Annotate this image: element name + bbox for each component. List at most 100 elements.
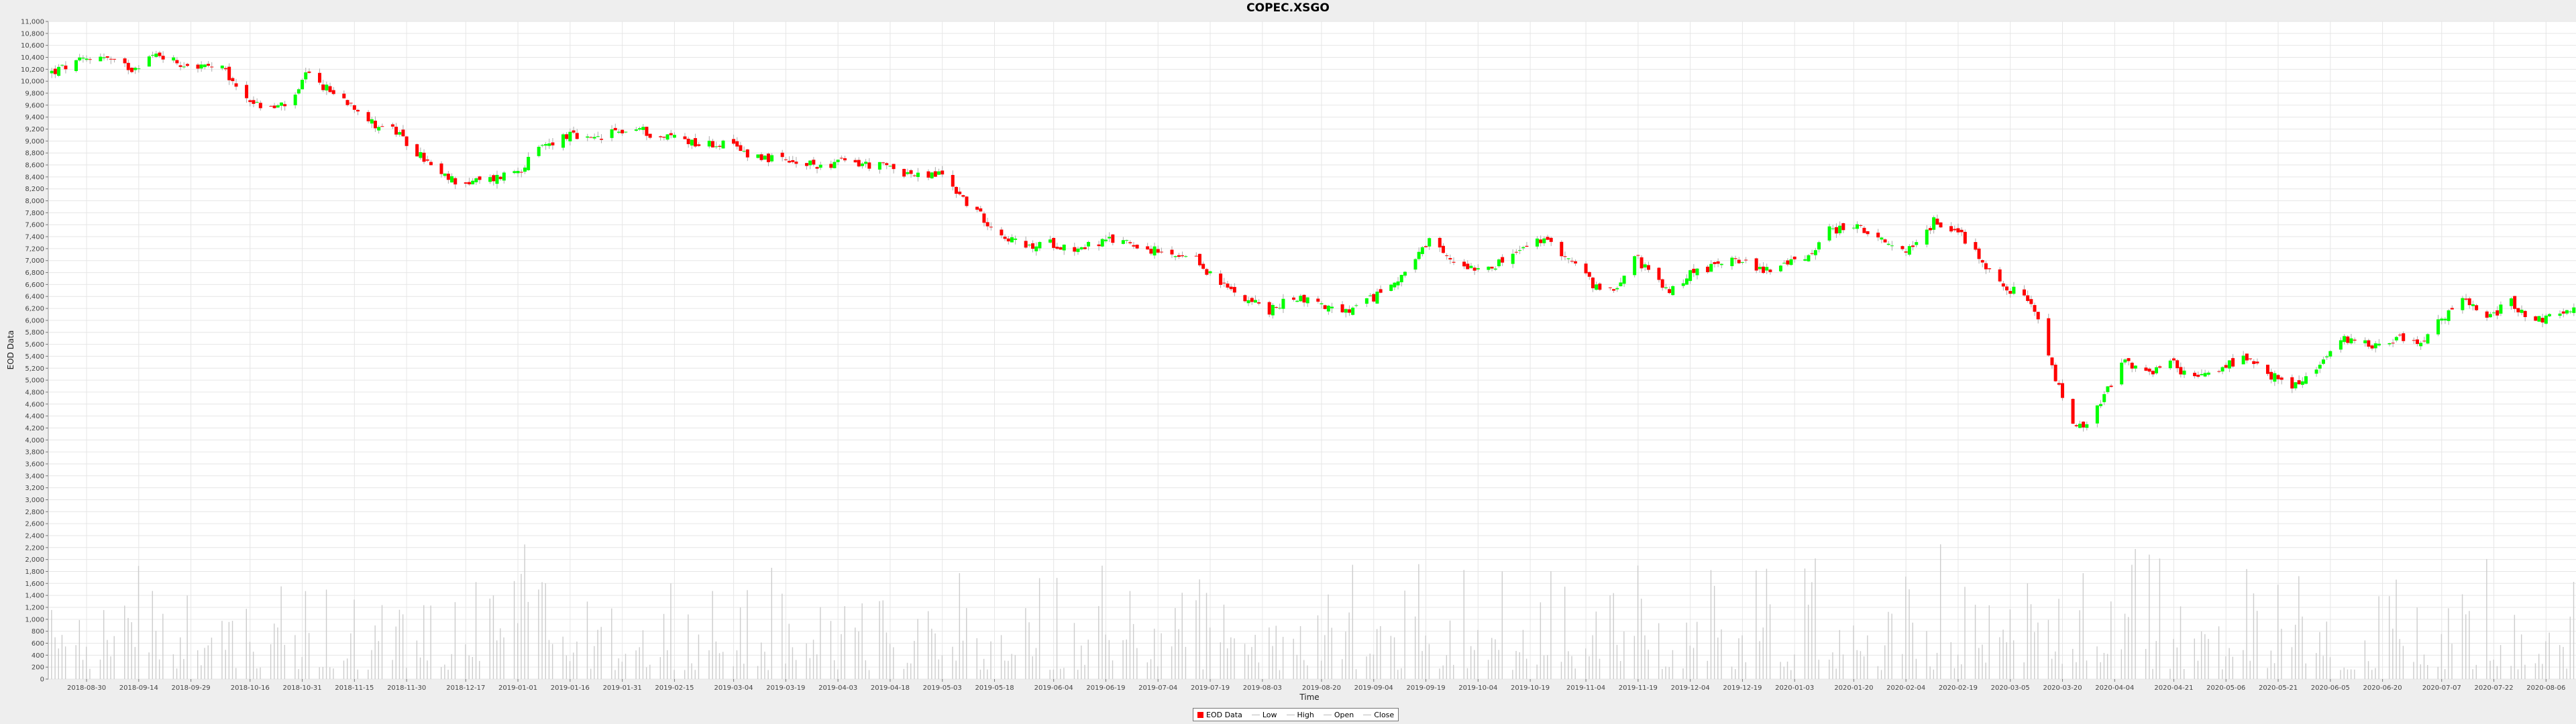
volume-bar: [1619, 660, 1621, 679]
candle-up: [74, 60, 78, 71]
candle-down: [867, 162, 871, 169]
candle-down: [1660, 279, 1664, 288]
candle-up: [523, 167, 527, 172]
candle-down: [1052, 237, 1056, 248]
volume-bar: [952, 646, 953, 679]
candle-down: [979, 208, 983, 212]
volume-bar: [1964, 587, 1966, 679]
volume-bar: [691, 663, 692, 679]
candle-down: [2033, 305, 2037, 312]
x-tick-label: 2018-09-14: [119, 684, 158, 692]
candle-up: [1399, 275, 1403, 283]
volume-bar: [2388, 596, 2390, 679]
x-tick-label: 2020-06-05: [2311, 684, 2350, 692]
candle-up: [2349, 338, 2353, 344]
y-tick-label: 1,400: [25, 593, 44, 600]
volume-bar: [75, 645, 76, 679]
candle-down: [380, 126, 384, 127]
y-tick-label: 6,200: [25, 306, 44, 313]
volume-bar: [1112, 660, 1114, 679]
candle-down: [1257, 302, 1261, 304]
y-tick-label: 5,000: [25, 377, 44, 385]
volume-bar: [1999, 637, 2000, 679]
candle-down: [1083, 247, 1087, 249]
volume-bar: [1299, 625, 1301, 679]
volume-bar: [2559, 645, 2561, 679]
candle-down: [1097, 244, 1101, 247]
candle-down: [1006, 238, 1010, 242]
candle-up: [516, 170, 520, 174]
candle-down: [683, 136, 687, 139]
candle-down: [1904, 251, 1908, 253]
candle-up: [2133, 365, 2137, 369]
volume-bar: [1884, 645, 1886, 679]
volume-bar: [197, 650, 199, 679]
candle-down: [2485, 311, 2489, 318]
candle-up: [1364, 298, 1368, 304]
candle-up: [1351, 307, 1355, 315]
candle-up: [527, 157, 531, 170]
candle-up: [916, 172, 920, 178]
volume-bar: [1258, 662, 1260, 679]
volume-bar: [576, 642, 578, 679]
x-tick-label: 2020-05-21: [2259, 684, 2298, 692]
volume-bar: [1905, 577, 1907, 679]
volume-bar: [1571, 656, 1572, 679]
candle-up: [1813, 250, 1817, 255]
candle-down: [1156, 249, 1160, 253]
candle-up: [2377, 343, 2381, 346]
volume-bar: [2200, 631, 2202, 679]
candle-down: [885, 163, 889, 166]
volume-bar: [2340, 670, 2341, 679]
candle-down: [2179, 367, 2183, 375]
volume-bar: [2538, 654, 2540, 679]
x-tick-label: 2019-01-16: [551, 684, 590, 692]
volume-bar: [858, 631, 859, 679]
volume-bar: [1348, 612, 1350, 679]
candle-down: [1448, 257, 1452, 260]
candle-down: [2130, 363, 2134, 369]
candle-down: [223, 68, 227, 70]
candle-up: [2300, 381, 2304, 385]
candle-up: [419, 152, 423, 158]
candle-up: [1403, 272, 1407, 276]
volume-bar: [1515, 651, 1517, 679]
volume-bar: [1595, 611, 1597, 679]
candle-down: [1445, 255, 1449, 256]
volume-bar: [284, 644, 286, 679]
volume-bar: [955, 660, 957, 679]
candle-up: [1856, 224, 1860, 229]
volume-bar: [2273, 663, 2275, 679]
y-axis-ticks: 0 200 400 600 800 1,000 1,200 1,400 1,600 1,800 2,…: [21, 19, 48, 684]
candle-up: [293, 95, 297, 106]
volume-bar: [2524, 664, 2526, 679]
candle-down: [2353, 339, 2357, 341]
volume-bar: [788, 623, 790, 679]
candle-up: [833, 162, 837, 168]
volume-bar: [1641, 599, 1642, 679]
candle-up: [1354, 305, 1358, 306]
volume-bar: [551, 644, 553, 679]
candle-down: [759, 154, 763, 160]
candle-up: [1521, 247, 1525, 249]
volume-bar: [447, 670, 449, 679]
candle-up: [756, 154, 760, 158]
candle-down: [902, 169, 906, 177]
volume-bar: [1105, 634, 1106, 679]
volume-bar: [2006, 642, 2007, 679]
candle-down: [718, 145, 722, 147]
candle-up: [370, 119, 374, 124]
candle-down: [2534, 316, 2538, 321]
x-tick-label: 2020-03-05: [1991, 684, 2030, 692]
candle-down: [373, 121, 377, 129]
candle-down: [572, 130, 576, 133]
volume-bar: [771, 568, 773, 679]
candle-down: [1900, 246, 1904, 249]
volume-bar: [2294, 624, 2296, 679]
volume-bar: [1574, 668, 1576, 679]
candle-up: [1633, 256, 1637, 276]
volume-bar: [2204, 634, 2206, 679]
volume-bar: [1853, 625, 1854, 679]
legend-item-close: Close: [1363, 711, 1394, 719]
volume-bar: [1731, 666, 1733, 679]
